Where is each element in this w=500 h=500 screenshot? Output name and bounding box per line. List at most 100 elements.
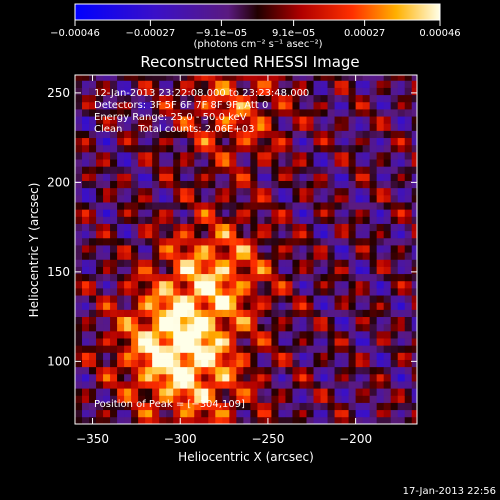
heatmap-pixel: [390, 373, 399, 382]
heatmap-pixel: [215, 352, 223, 360]
heatmap-pixel: [278, 144, 286, 153]
heatmap-pixel: [313, 366, 321, 375]
heatmap-pixel: [390, 395, 399, 403]
heatmap-pixel: [229, 75, 237, 81]
heatmap-pixel: [208, 159, 216, 167]
heatmap-pixel: [334, 130, 342, 139]
heatmap-pixel: [355, 302, 364, 310]
heatmap-pixel: [187, 245, 195, 253]
heatmap-pixel: [152, 166, 160, 174]
heatmap-pixel: [327, 280, 335, 289]
heatmap-pixel: [348, 202, 357, 210]
heatmap-pixel: [362, 245, 371, 253]
heatmap-pixel: [243, 123, 251, 131]
heatmap-pixel: [236, 245, 244, 253]
heatmap-pixel: [180, 144, 188, 153]
heatmap-pixel: [341, 87, 349, 96]
heatmap-pixel: [285, 123, 293, 131]
heatmap-pixel: [173, 109, 181, 117]
heatmap-pixel: [187, 230, 195, 239]
heatmap-pixel: [215, 266, 223, 275]
heatmap-pixel: [215, 216, 223, 224]
heatmap-pixel: [138, 109, 146, 117]
heatmap-pixel: [89, 109, 97, 117]
heatmap-pixel: [229, 151, 237, 160]
heatmap-pixel: [229, 330, 237, 339]
heatmap-pixel: [257, 295, 265, 303]
heatmap-pixel: [187, 80, 195, 88]
heatmap-pixel: [236, 237, 244, 246]
heatmap-pixel: [194, 309, 202, 318]
heatmap-pixel: [411, 109, 417, 117]
heatmap-pixel: [159, 295, 167, 303]
heatmap-pixel: [166, 237, 174, 246]
heatmap-pixel: [369, 338, 378, 346]
heatmap-pixel: [110, 252, 118, 260]
heatmap-pixel: [117, 345, 125, 353]
heatmap-pixel: [376, 352, 385, 360]
heatmap-pixel: [264, 259, 272, 267]
heatmap-pixel: [271, 280, 279, 289]
heatmap-pixel: [390, 359, 399, 368]
heatmap-pixel: [82, 280, 90, 289]
heatmap-pixel: [96, 309, 104, 318]
heatmap-pixel: [110, 245, 118, 253]
heatmap-pixel: [131, 173, 139, 181]
heatmap-pixel: [180, 409, 188, 418]
heatmap-pixel: [159, 123, 167, 131]
heatmap-pixel: [110, 266, 118, 275]
heatmap-pixel: [187, 330, 195, 339]
heatmap-pixel: [271, 273, 279, 282]
heatmap-pixel: [334, 223, 342, 232]
heatmap-pixel: [306, 109, 314, 117]
heatmap-pixel: [215, 381, 223, 389]
heatmap-pixel: [376, 345, 385, 353]
heatmap-pixel: [110, 216, 118, 224]
heatmap-pixel: [110, 323, 118, 332]
heatmap-pixel: [327, 159, 335, 167]
heatmap-pixel: [96, 359, 104, 368]
heatmap-pixel: [390, 109, 399, 117]
heatmap-pixel: [320, 159, 328, 167]
heatmap-pixel: [271, 151, 279, 160]
heatmap-pixel: [404, 316, 413, 325]
heatmap-pixel: [187, 352, 195, 360]
heatmap-pixel: [306, 173, 314, 181]
heatmap-pixel: [411, 316, 417, 325]
heatmap-pixel: [159, 94, 167, 103]
heatmap-pixel: [327, 266, 335, 275]
heatmap-pixel: [348, 75, 357, 81]
heatmap-pixel: [103, 381, 111, 389]
heatmap-pixel: [243, 323, 251, 332]
heatmap-pixel: [257, 173, 265, 181]
heatmap-pixel: [180, 237, 188, 246]
heatmap-pixel: [89, 159, 97, 167]
heatmap-pixel: [103, 180, 111, 189]
heatmap-pixel: [292, 237, 300, 246]
heatmap-pixel: [152, 252, 160, 260]
heatmap-pixel: [397, 245, 406, 253]
heatmap-pixel: [152, 409, 160, 418]
heatmap-pixel: [390, 151, 399, 160]
heatmap-pixel: [411, 87, 417, 96]
heatmap-pixel: [110, 402, 118, 411]
heatmap-pixel: [264, 237, 272, 246]
heatmap-pixel: [166, 273, 174, 282]
heatmap-pixel: [187, 101, 195, 110]
heatmap-pixel: [138, 137, 146, 146]
heatmap-pixel: [222, 359, 230, 368]
heatmap-pixel: [355, 338, 364, 346]
heatmap-pixel: [257, 75, 265, 81]
heatmap-pixel: [397, 137, 406, 146]
heatmap-pixel: [383, 223, 392, 232]
heatmap-pixel: [411, 280, 417, 289]
heatmap-pixel: [285, 309, 293, 318]
heatmap-pixel: [138, 302, 146, 310]
heatmap-pixel: [250, 166, 258, 174]
heatmap-pixel: [194, 94, 202, 103]
heatmap-pixel: [411, 94, 417, 103]
heatmap-pixel: [390, 402, 399, 411]
heatmap-pixel: [201, 330, 209, 339]
heatmap-pixel: [299, 194, 307, 203]
heatmap-pixel: [355, 352, 364, 360]
